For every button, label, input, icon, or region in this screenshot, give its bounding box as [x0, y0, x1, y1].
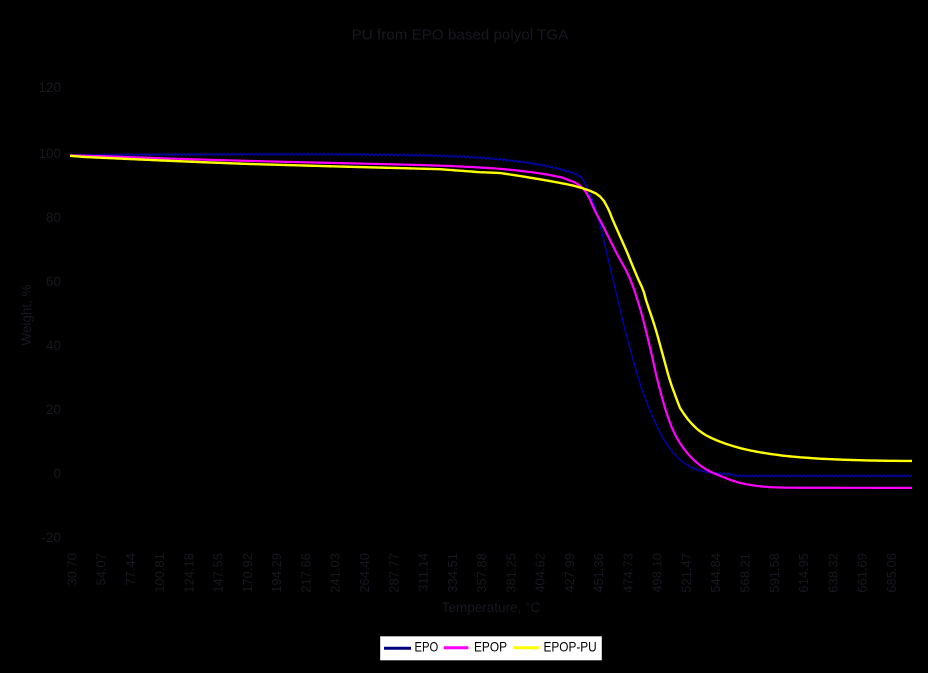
- svg-text:100: 100: [38, 146, 61, 161]
- svg-text:-20: -20: [41, 530, 61, 545]
- svg-text:EPO: EPO: [415, 638, 439, 654]
- svg-text:Temperature, °C: Temperature, °C: [442, 600, 541, 615]
- svg-text:124.18: 124.18: [181, 553, 196, 593]
- svg-text:427.99: 427.99: [562, 553, 577, 593]
- svg-text:474.73: 474.73: [620, 553, 635, 593]
- svg-text:357.88: 357.88: [474, 553, 489, 593]
- svg-text:311.14: 311.14: [416, 553, 431, 592]
- svg-text:568.21: 568.21: [738, 553, 753, 593]
- svg-text:PU from EPO based polyol TGA: PU from EPO based polyol TGA: [352, 27, 570, 44]
- svg-text:100.81: 100.81: [152, 553, 167, 593]
- svg-text:334.51: 334.51: [445, 553, 460, 593]
- svg-text:241.03: 241.03: [328, 553, 343, 593]
- svg-text:0: 0: [53, 466, 61, 481]
- svg-text:30.70: 30.70: [64, 553, 79, 586]
- svg-text:120: 120: [38, 80, 61, 95]
- svg-text:EPOP: EPOP: [474, 638, 507, 654]
- svg-text:EPOP-PU: EPOP-PU: [544, 638, 597, 654]
- svg-text:521.47: 521.47: [679, 553, 694, 593]
- svg-text:80: 80: [46, 210, 61, 225]
- svg-text:217.66: 217.66: [299, 553, 314, 593]
- svg-text:40: 40: [46, 338, 61, 353]
- svg-text:498.10: 498.10: [650, 553, 665, 593]
- svg-text:614.95: 614.95: [796, 553, 811, 593]
- svg-text:264.40: 264.40: [357, 553, 372, 593]
- svg-text:287.77: 287.77: [386, 553, 401, 593]
- svg-text:381.25: 381.25: [503, 553, 518, 593]
- svg-text:544.84: 544.84: [708, 553, 723, 593]
- svg-text:147.55: 147.55: [211, 553, 226, 593]
- svg-text:20: 20: [46, 402, 61, 417]
- svg-text:591.58: 591.58: [767, 553, 782, 593]
- svg-text:685.06: 685.06: [884, 553, 899, 593]
- svg-text:661.69: 661.69: [855, 553, 870, 593]
- svg-text:451.36: 451.36: [591, 553, 606, 593]
- svg-text:77.44: 77.44: [123, 553, 138, 586]
- svg-text:54.07: 54.07: [94, 553, 109, 586]
- svg-text:404.62: 404.62: [533, 553, 548, 593]
- svg-text:60: 60: [46, 274, 61, 289]
- svg-text:194.29: 194.29: [269, 553, 284, 593]
- svg-text:Weight, %: Weight, %: [19, 284, 34, 345]
- svg-text:638.32: 638.32: [825, 553, 840, 593]
- svg-text:170.92: 170.92: [240, 553, 255, 593]
